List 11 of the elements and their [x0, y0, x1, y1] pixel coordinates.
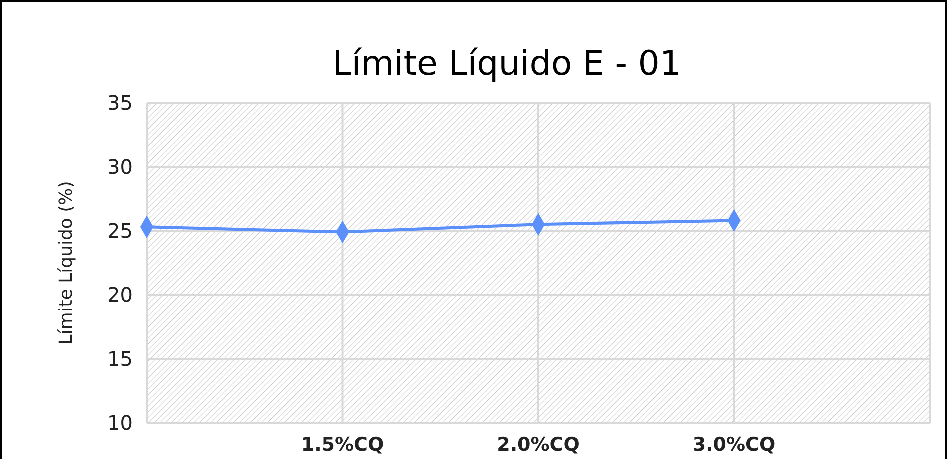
x-tick-label: 1.5%CQ: [301, 434, 384, 456]
chart-title: Límite Líquido E - 01: [332, 44, 682, 84]
y-tick-label: 15: [108, 347, 133, 371]
y-tick-label: 10: [108, 411, 133, 435]
y-axis-title: Límite Líquido (%): [56, 181, 77, 345]
y-tick-label: 20: [108, 283, 133, 307]
x-tick-label: 3.0%CQ: [692, 434, 776, 456]
y-tick-label: 35: [108, 91, 133, 115]
x-tick-label: 2.0%CQ: [497, 434, 580, 456]
y-tick-label: 30: [108, 155, 133, 179]
y-tick-label: 25: [108, 219, 133, 243]
